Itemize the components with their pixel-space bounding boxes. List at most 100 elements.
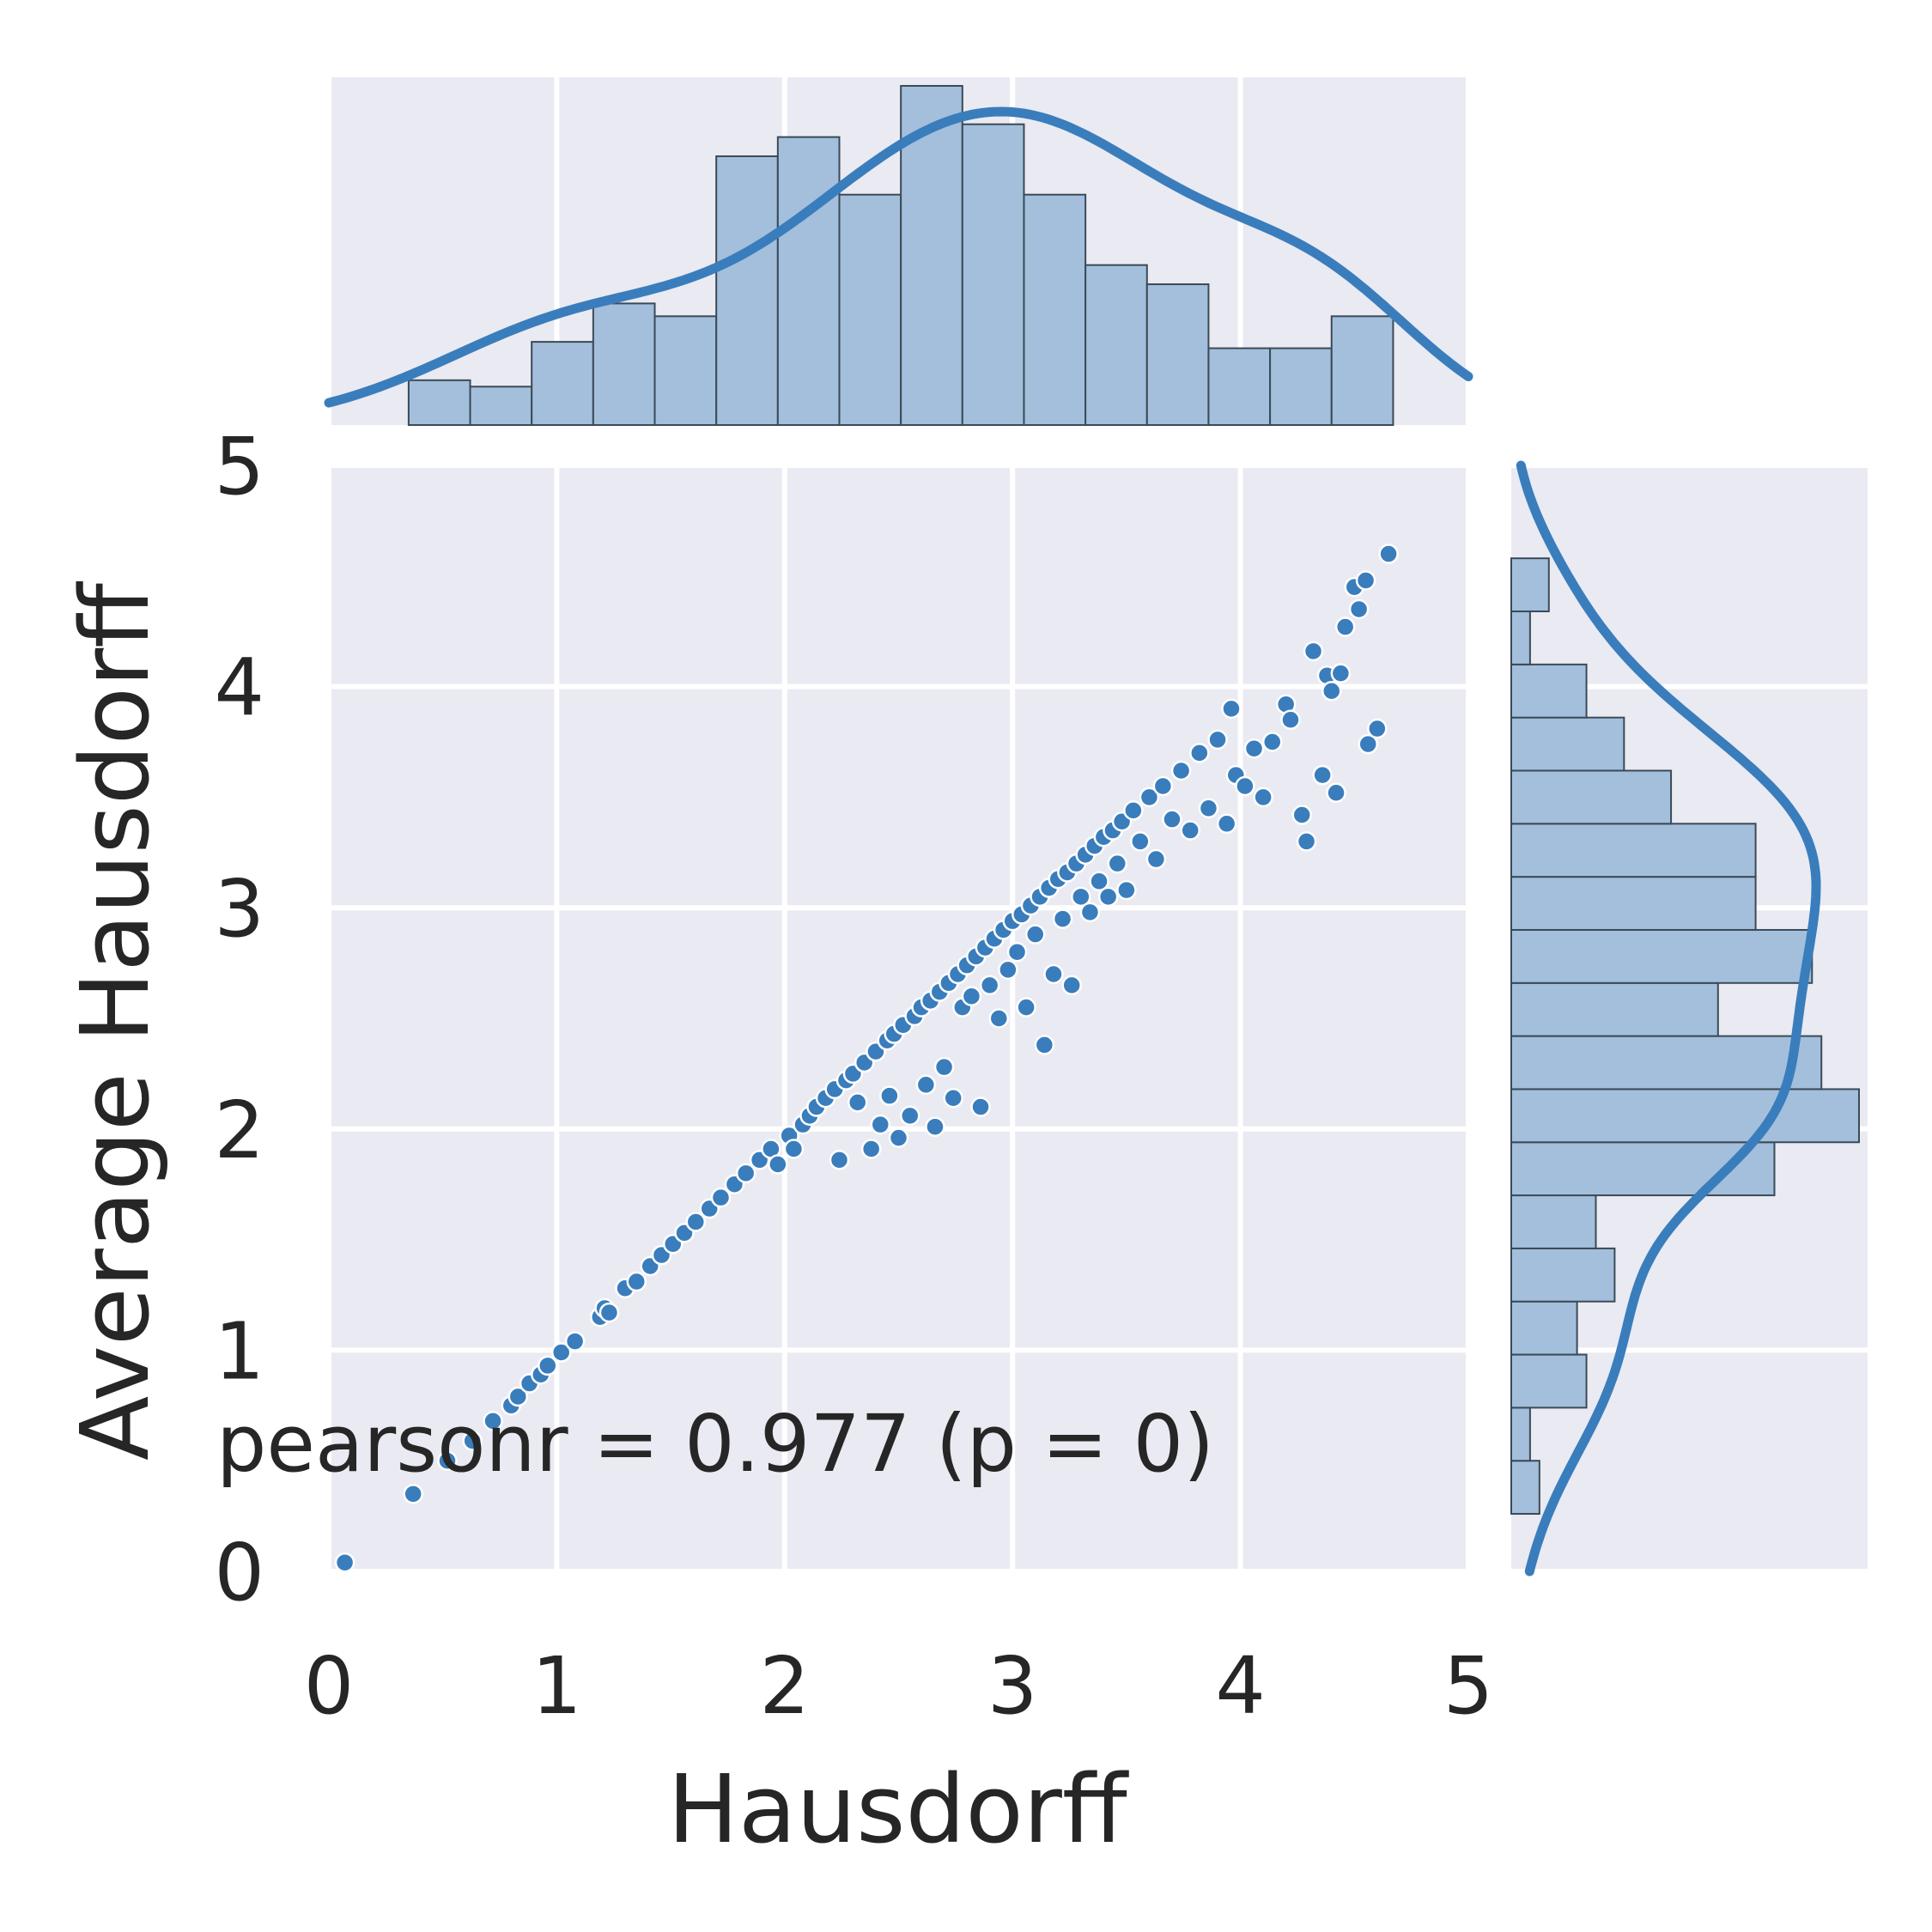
x-axis-label: Hausdorff (667, 1754, 1128, 1864)
scatter-point (1243, 738, 1265, 759)
top-hist-bar (838, 193, 902, 426)
scatter-point (1253, 787, 1273, 808)
scatter-point (988, 1008, 1010, 1029)
scatter-point (1116, 879, 1137, 901)
scatter-point (1052, 908, 1073, 929)
scatter-point (1216, 813, 1237, 835)
scatter-point (998, 959, 1018, 981)
scatter-point (1189, 743, 1210, 763)
scatter-point (462, 1431, 483, 1451)
scatter-point (783, 1139, 805, 1159)
y-tick-label: 4 (214, 642, 264, 734)
scatter-point (970, 1097, 991, 1117)
scatter-point (1378, 544, 1399, 564)
scatter-point (1321, 681, 1342, 702)
y-tick-label: 5 (214, 421, 264, 513)
right-hist-bar (1510, 928, 1814, 984)
scatter-point (961, 986, 982, 1006)
scatter-point (915, 1074, 937, 1096)
scatter-point (1330, 663, 1352, 683)
scatter-point (437, 1450, 458, 1471)
right-kde-curve (1516, 460, 1821, 1577)
scatter-point (1235, 775, 1255, 797)
right-hist-bar (1510, 716, 1625, 772)
scatter-point (1162, 809, 1182, 829)
scatter-point (870, 1114, 891, 1135)
top-hist-bar (715, 155, 779, 426)
scatter-point (1139, 787, 1160, 808)
x-tick-label: 5 (1443, 1640, 1494, 1732)
top-hist-bar (1269, 347, 1333, 426)
scatter-point (710, 1187, 732, 1208)
scatter-point (1079, 902, 1101, 923)
scatter-point (1071, 886, 1091, 908)
scatter-point (1198, 798, 1219, 819)
scatter-point (1303, 641, 1324, 662)
right-hist-bar (1510, 611, 1531, 665)
scatter-point (550, 1342, 572, 1363)
scatter-point (1312, 764, 1333, 786)
scatter-point (564, 1331, 586, 1352)
scatter-point (1326, 782, 1346, 803)
right-hist-bar (1510, 1088, 1860, 1144)
y-axis-label: Average Hausdorff (60, 581, 170, 1461)
top-hist-bar (407, 379, 471, 427)
scatter-point (879, 1085, 900, 1106)
scatter-point (925, 1116, 945, 1137)
scatter-point (1061, 975, 1082, 996)
scatter-point (1291, 805, 1313, 825)
right-hist-bar (1510, 1247, 1616, 1303)
right-hist-bar (1510, 1141, 1776, 1197)
scatter-point (403, 1484, 423, 1504)
scatter-point (1107, 853, 1128, 874)
scatter-point (1016, 997, 1036, 1018)
top-hist-bar (776, 136, 841, 426)
scatter-point (979, 975, 1000, 996)
scatter-point (598, 1302, 620, 1323)
right-hist-bar (1510, 1353, 1588, 1409)
scatter-panel (326, 463, 1471, 1574)
top-hist-bar (1023, 193, 1087, 426)
top-hist-bar (531, 341, 594, 427)
pearson-annotation: pearsonr = 0.977 (p = 0) (216, 1398, 1214, 1490)
scatter-point (847, 1092, 868, 1113)
scatter-point (1034, 1035, 1055, 1055)
tick-labels: 0 1 2 3 4 5 0 1 2 3 4 5 (214, 421, 1493, 1732)
scatter-point (1180, 820, 1200, 841)
top-hist-bar (653, 315, 718, 426)
scatter-point (507, 1386, 529, 1407)
top-hist-bar (1145, 283, 1210, 427)
scatter-point (900, 1105, 920, 1127)
top-hist-bar (592, 302, 656, 427)
right-hist-bar (1510, 823, 1757, 878)
scatter-point (483, 1411, 503, 1431)
scatter-point (1221, 698, 1242, 720)
scatter-point (538, 1355, 558, 1376)
scatter-point (1348, 598, 1370, 620)
scatter-point (1262, 732, 1283, 752)
right-hist-bar (1510, 1460, 1540, 1516)
right-hist-bar (1510, 1406, 1531, 1462)
scatter-point (933, 1056, 955, 1078)
x-tick-label: 4 (1215, 1640, 1266, 1732)
right-hist-bar (1510, 1035, 1823, 1091)
right-hist-bar (1510, 1194, 1597, 1249)
right-hist-bar (1510, 769, 1673, 825)
scatter-point (1207, 729, 1228, 750)
top-hist-bar (469, 386, 533, 426)
right-hist-bar (1510, 663, 1588, 719)
x-tick-label: 1 (532, 1640, 582, 1732)
scatter-point (735, 1163, 756, 1184)
scatter-point (1280, 709, 1301, 730)
top-hist-bar (961, 123, 1025, 426)
scatter-point (1152, 775, 1174, 797)
scatter-point (1334, 617, 1356, 637)
scatter-point (1130, 831, 1151, 852)
scatter-point (1367, 718, 1388, 739)
scatter-point (1006, 941, 1028, 963)
marginal-x-histogram (324, 77, 1473, 427)
right-hist-bar (1510, 981, 1719, 1037)
right-hist-bar (1510, 876, 1757, 931)
scatter-point (626, 1271, 647, 1292)
